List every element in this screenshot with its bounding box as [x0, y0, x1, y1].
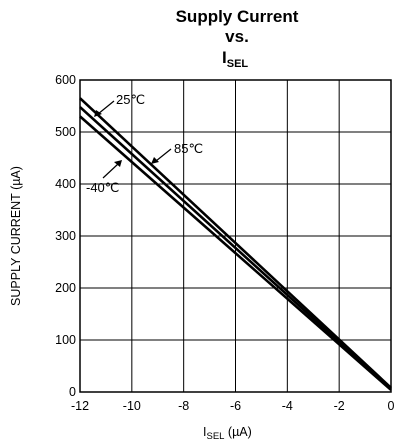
x-tick-label: -6 [230, 399, 241, 413]
x-tick-label: 0 [388, 399, 394, 413]
annotation-minus40c-arrow [102, 163, 119, 179]
x-axis-label: ISEL (µA) [203, 425, 252, 442]
annotation-25c-arrow [97, 100, 115, 115]
x-tick-label: -8 [178, 399, 189, 413]
x-axis-label-unit: (µA) [224, 425, 251, 439]
y-tick-labels: 0 100 200 300 400 500 600 [55, 73, 76, 399]
chart-title-line3-main: I [222, 48, 227, 67]
series-lines [79, 97, 392, 391]
series-line-2 [79, 115, 392, 391]
chart-title-line3: ISEL [222, 48, 248, 70]
y-tick-label: 500 [55, 125, 76, 139]
x-tick-label: -10 [123, 399, 141, 413]
y-tick-label: 400 [55, 177, 76, 191]
x-tick-label: -4 [282, 399, 293, 413]
annotation-25c: 25℃ [94, 92, 145, 117]
x-tick-label: -2 [334, 399, 345, 413]
series-line-0 [79, 97, 392, 389]
x-tick-label: -12 [71, 399, 89, 413]
chart-title-line2: vs. [225, 27, 249, 46]
y-tick-label: 0 [69, 385, 76, 399]
plot-frame [79, 79, 392, 393]
x-tick-labels: -12 -10 -8 -6 -4 -2 0 [71, 399, 394, 413]
y-tick-label: 100 [55, 333, 76, 347]
annotation-minus40c-arrowhead [114, 160, 122, 167]
annotation-25c-label: 25℃ [116, 92, 145, 107]
annotation-85c-arrowhead [151, 157, 159, 164]
annotation-minus40c: -40℃ [86, 160, 122, 195]
y-tick-label: 300 [55, 229, 76, 243]
chart-title-line1: Supply Current [176, 7, 299, 26]
x-axis-label-main: I [203, 425, 206, 439]
y-tick-label: 200 [55, 281, 76, 295]
annotation-85c: 85℃ [151, 141, 203, 164]
chart-title-line3-sub: SEL [227, 58, 249, 70]
y-tick-label: 600 [55, 73, 76, 87]
annotation-85c-label: 85℃ [174, 141, 203, 156]
annotation-minus40c-label: -40℃ [86, 180, 119, 195]
annotation-85c-arrow [155, 148, 172, 162]
annotation-25c-arrowhead [94, 110, 102, 117]
x-axis-label-sub: SEL [206, 431, 224, 442]
series-line-1 [79, 106, 392, 390]
y-axis-label: SUPPLY CURRENT (µA) [9, 166, 23, 306]
